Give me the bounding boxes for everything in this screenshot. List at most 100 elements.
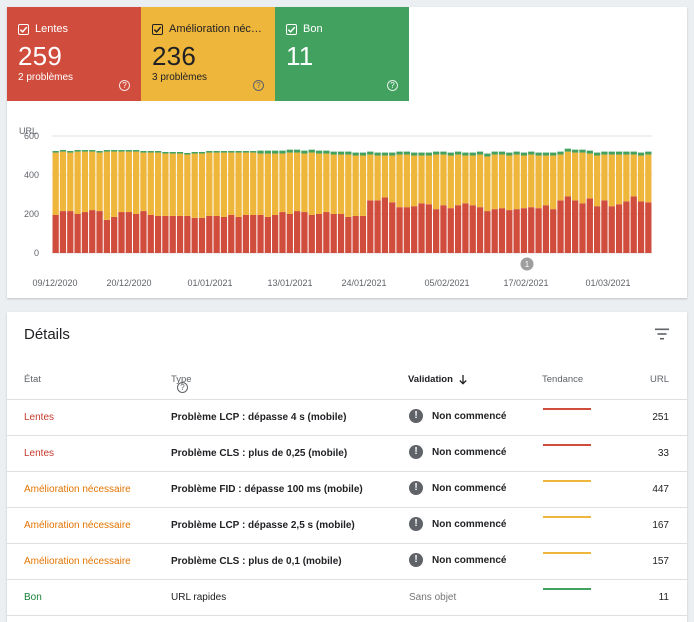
bar-segment bbox=[528, 151, 535, 155]
bar-segment bbox=[250, 152, 257, 215]
bar-segment bbox=[235, 216, 242, 253]
tile-subtext: 2 problèmes bbox=[18, 72, 74, 83]
row-url-count: 33 bbox=[657, 448, 669, 459]
bar-segment bbox=[381, 197, 389, 253]
bar-segment bbox=[111, 151, 118, 217]
bar-segment bbox=[118, 212, 125, 253]
bar-segment bbox=[345, 154, 352, 217]
exclamation-icon: ! bbox=[409, 481, 423, 495]
filter-icon[interactable] bbox=[655, 328, 669, 340]
table-row[interactable]: Lentes Problème LCP : dépasse 4 s (mobil… bbox=[7, 400, 687, 436]
bar-segment bbox=[447, 152, 454, 156]
bar-segment bbox=[557, 154, 564, 201]
bar-segment bbox=[462, 203, 469, 253]
bar-segment bbox=[608, 206, 615, 253]
bar-segment bbox=[337, 214, 345, 253]
help-icon[interactable]: ? bbox=[119, 80, 130, 91]
bar-segment bbox=[257, 214, 264, 253]
column-type: Type? bbox=[171, 374, 192, 393]
bar-segment bbox=[374, 200, 381, 253]
bar-segment bbox=[228, 214, 235, 253]
bar-segment bbox=[89, 151, 96, 211]
bar-segment bbox=[645, 154, 652, 203]
bar-segment bbox=[498, 151, 506, 155]
checkbox-icon[interactable] bbox=[152, 23, 163, 35]
bar-segment bbox=[411, 152, 418, 156]
bar-segment bbox=[293, 149, 301, 153]
bar-segment bbox=[593, 155, 601, 207]
bar-segment bbox=[264, 150, 271, 154]
table-row[interactable]: Lentes Problème CLS : plus de 0,25 (mobi… bbox=[7, 436, 687, 472]
bar-segment bbox=[476, 154, 484, 208]
bar-segment bbox=[447, 208, 454, 253]
bar-segment bbox=[89, 210, 96, 253]
bar-segment bbox=[645, 202, 652, 253]
bar-segment bbox=[111, 150, 118, 152]
bar-segment bbox=[513, 151, 520, 155]
bar-segment bbox=[264, 216, 271, 253]
bar-segment bbox=[491, 151, 498, 155]
bar-segment bbox=[484, 211, 491, 253]
bar-segment bbox=[315, 214, 323, 253]
bar-segment bbox=[579, 149, 586, 153]
bar-segment bbox=[308, 152, 315, 215]
bar-segment bbox=[623, 201, 630, 253]
bar-segment bbox=[520, 155, 528, 209]
bar-segment bbox=[601, 151, 608, 155]
help-icon[interactable]: ? bbox=[387, 80, 398, 91]
bar-segment bbox=[220, 151, 228, 153]
tile-label: Bon bbox=[303, 23, 323, 35]
table-row[interactable]: Amélioration nécessaire Problème LCP : d… bbox=[7, 508, 687, 544]
y-tick-label: 600 bbox=[24, 131, 39, 141]
checkbox-icon[interactable] bbox=[18, 23, 29, 35]
help-icon[interactable]: ? bbox=[177, 382, 188, 393]
row-validation: ! Non commencé bbox=[409, 445, 506, 459]
bar-segment bbox=[425, 152, 432, 156]
table-row[interactable]: Bon URL rapides Sans objet 11 bbox=[7, 580, 687, 616]
help-icon[interactable]: ? bbox=[253, 80, 264, 91]
bar-segment bbox=[557, 200, 564, 253]
trend-line bbox=[543, 408, 591, 410]
bar-segment bbox=[74, 214, 81, 253]
table-row[interactable]: Amélioration nécessaire Problème CLS : p… bbox=[7, 544, 687, 580]
bar-segment bbox=[345, 151, 352, 155]
exclamation-icon: ! bbox=[409, 517, 423, 531]
bar-segment bbox=[235, 152, 242, 217]
row-validation-text: Sans objet bbox=[409, 592, 457, 603]
status-tiles: Lentes 259 2 problèmes ? Amélioration né… bbox=[7, 7, 409, 101]
bar-segment bbox=[476, 151, 484, 155]
column-validation[interactable]: Validation bbox=[408, 374, 467, 385]
summary-card: Lentes 259 2 problèmes ? Amélioration né… bbox=[7, 7, 687, 298]
bar-segment bbox=[367, 154, 374, 201]
bar-segment bbox=[513, 209, 520, 254]
bar-segment bbox=[213, 151, 220, 153]
bar-segment bbox=[154, 152, 162, 216]
bar-segment bbox=[250, 214, 257, 253]
bar-segment bbox=[403, 151, 411, 155]
tile-bon[interactable]: Bon 11 ? bbox=[275, 7, 409, 101]
table-row[interactable]: Amélioration nécessaire Problème FID : d… bbox=[7, 472, 687, 508]
bar-segment bbox=[81, 212, 89, 253]
bar-segment bbox=[381, 152, 389, 156]
bar-segment bbox=[572, 200, 579, 253]
row-type: Problème CLS : plus de 0,1 (mobile) bbox=[171, 556, 342, 567]
bar-segment bbox=[228, 151, 235, 153]
bar-segment bbox=[454, 154, 462, 206]
bar-segment bbox=[542, 152, 550, 156]
bar-segment bbox=[396, 154, 403, 208]
checkbox-icon[interactable] bbox=[286, 23, 297, 35]
trend-line bbox=[543, 480, 591, 482]
bar-segment bbox=[59, 211, 67, 253]
bar-segment bbox=[286, 149, 293, 153]
bar-segment bbox=[308, 149, 315, 153]
x-tick-label: 09/12/2020 bbox=[32, 278, 77, 288]
row-validation-text: Non commencé bbox=[432, 410, 507, 422]
bar-segment bbox=[506, 152, 513, 156]
tile-amelioration[interactable]: Amélioration néc… 236 3 problèmes ? bbox=[141, 7, 275, 101]
bar-segment bbox=[403, 207, 411, 253]
bar-segment bbox=[396, 207, 403, 253]
bar-segment bbox=[301, 153, 308, 213]
tile-lentes[interactable]: Lentes 259 2 problèmes ? bbox=[7, 7, 141, 101]
bar-segment bbox=[147, 152, 154, 215]
